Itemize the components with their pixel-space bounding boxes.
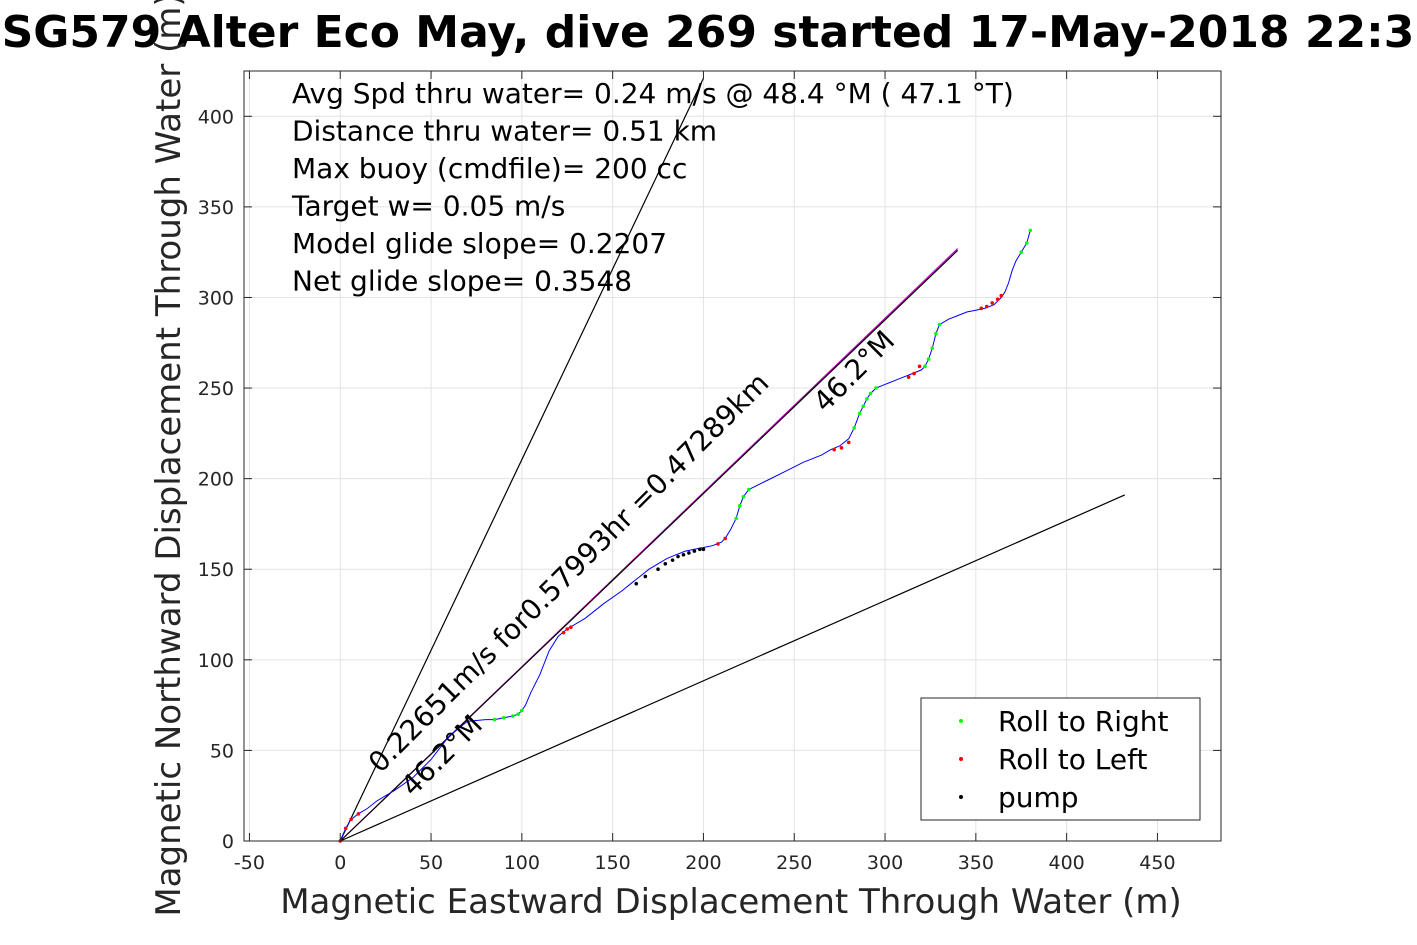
point-1 [349,817,353,822]
y-tick-label: 0 [222,831,234,853]
point-0 [510,714,515,718]
y-tick-label: 250 [198,378,234,400]
y-tick-label: 100 [198,650,234,672]
point-2 [670,558,675,562]
point-2 [692,549,697,553]
point-0 [857,411,862,416]
point-0 [1028,228,1033,233]
point-1 [917,364,922,369]
x-tick-label: 0 [334,852,346,874]
point-0 [747,487,751,492]
point-1 [561,630,566,635]
point-1 [565,627,570,631]
point-1 [999,293,1004,298]
point-2 [676,554,680,559]
x-tick-label: 300 [867,852,903,874]
point-0 [501,716,506,720]
legend-entry: pump [998,781,1079,814]
legend-entry: Roll to Right [998,705,1169,738]
point-1 [990,301,994,305]
legend-marker [959,719,963,723]
point-0 [926,357,931,361]
point-1 [912,371,916,376]
legend-marker [959,757,963,761]
point-1 [716,542,720,546]
legend-entry: Roll to Left [998,743,1147,776]
y-tick-label: 50 [210,740,234,762]
y-tick-label: 350 [198,197,234,219]
point-2 [663,562,668,566]
point-0 [1019,250,1024,254]
info-line: Max buoy (cmdfile)= 200 cc [292,152,687,185]
ticks: -50 0 50 100 150 200 250 300 350 400 4500501001502… [198,71,1221,874]
glide-line [339,77,704,842]
info-line: Distance thru water= 0.51 km [292,115,717,148]
info-line: Net glide slope= 0.3548 [292,265,632,298]
point-1 [979,306,984,311]
point-0 [874,386,878,390]
point-1 [569,625,573,630]
info-line: Target w= 0.05 m/s [291,190,565,223]
axes-box [243,70,1222,842]
point-0 [868,391,873,396]
x-tick-label: 350 [958,852,994,874]
y-axis-label: Magnetic Northward Displacement Through … [149,0,189,917]
point-0 [861,404,866,408]
point-0 [937,322,942,327]
point-1 [723,536,728,541]
point-1 [995,297,1000,302]
point-2 [681,552,686,557]
point-0 [737,504,742,508]
point-1 [356,812,361,816]
point-0 [865,397,869,401]
point-0 [930,346,935,351]
x-tick-label: 450 [1139,852,1175,874]
point-2 [634,581,639,586]
x-axis-label: Magnetic Eastward Displacement Through W… [280,882,1182,922]
point-2 [687,551,691,555]
y-tick-label: 200 [198,469,234,491]
legend-box [920,697,1201,821]
legend: Roll to Right Roll to Left pump [920,697,1201,821]
point-2 [643,574,648,579]
point-0 [923,364,927,369]
point-1 [846,440,851,445]
x-tick-label: -50 [234,852,265,874]
point-2 [698,547,702,552]
point-1 [906,375,911,379]
point-2 [656,567,660,572]
point-1 [984,304,989,309]
point-0 [1024,241,1029,245]
point-1 [839,446,844,450]
x-tick-label: 200 [685,852,721,874]
y-tick-label: 400 [198,106,234,128]
info-line: Avg Spd thru water= 0.24 m/s @ 48.4 °M (… [292,77,1014,110]
point-2 [701,547,706,552]
x-tick-label: 150 [595,852,631,874]
point-0 [741,494,746,499]
data-points [338,228,1033,843]
info-line: Model glide slope= 0.2207 [292,227,667,260]
x-tick-label: 100 [504,852,540,874]
point-0 [492,717,497,722]
point-1 [832,447,836,452]
point-0 [516,712,521,716]
point-1 [343,826,348,831]
point-0 [934,331,938,336]
point-0 [520,708,524,713]
x-tick-label: 400 [1049,852,1085,874]
x-tick-label: 50 [419,852,443,874]
glide-line [339,249,959,842]
chart-title: SG579 Alter Eco May, dive 269 started 17… [2,7,1415,58]
y-tick-label: 150 [198,559,234,581]
glide-line [340,494,1125,842]
y-tick-label: 300 [198,287,234,309]
x-tick-label: 250 [776,852,812,874]
point-0 [852,426,856,430]
glide-lines [339,77,1125,842]
annotations: Avg Spd thru water= 0.24 m/s @ 48.4 °M (… [291,77,1014,298]
point-0 [734,516,738,521]
legend-marker [959,795,963,799]
